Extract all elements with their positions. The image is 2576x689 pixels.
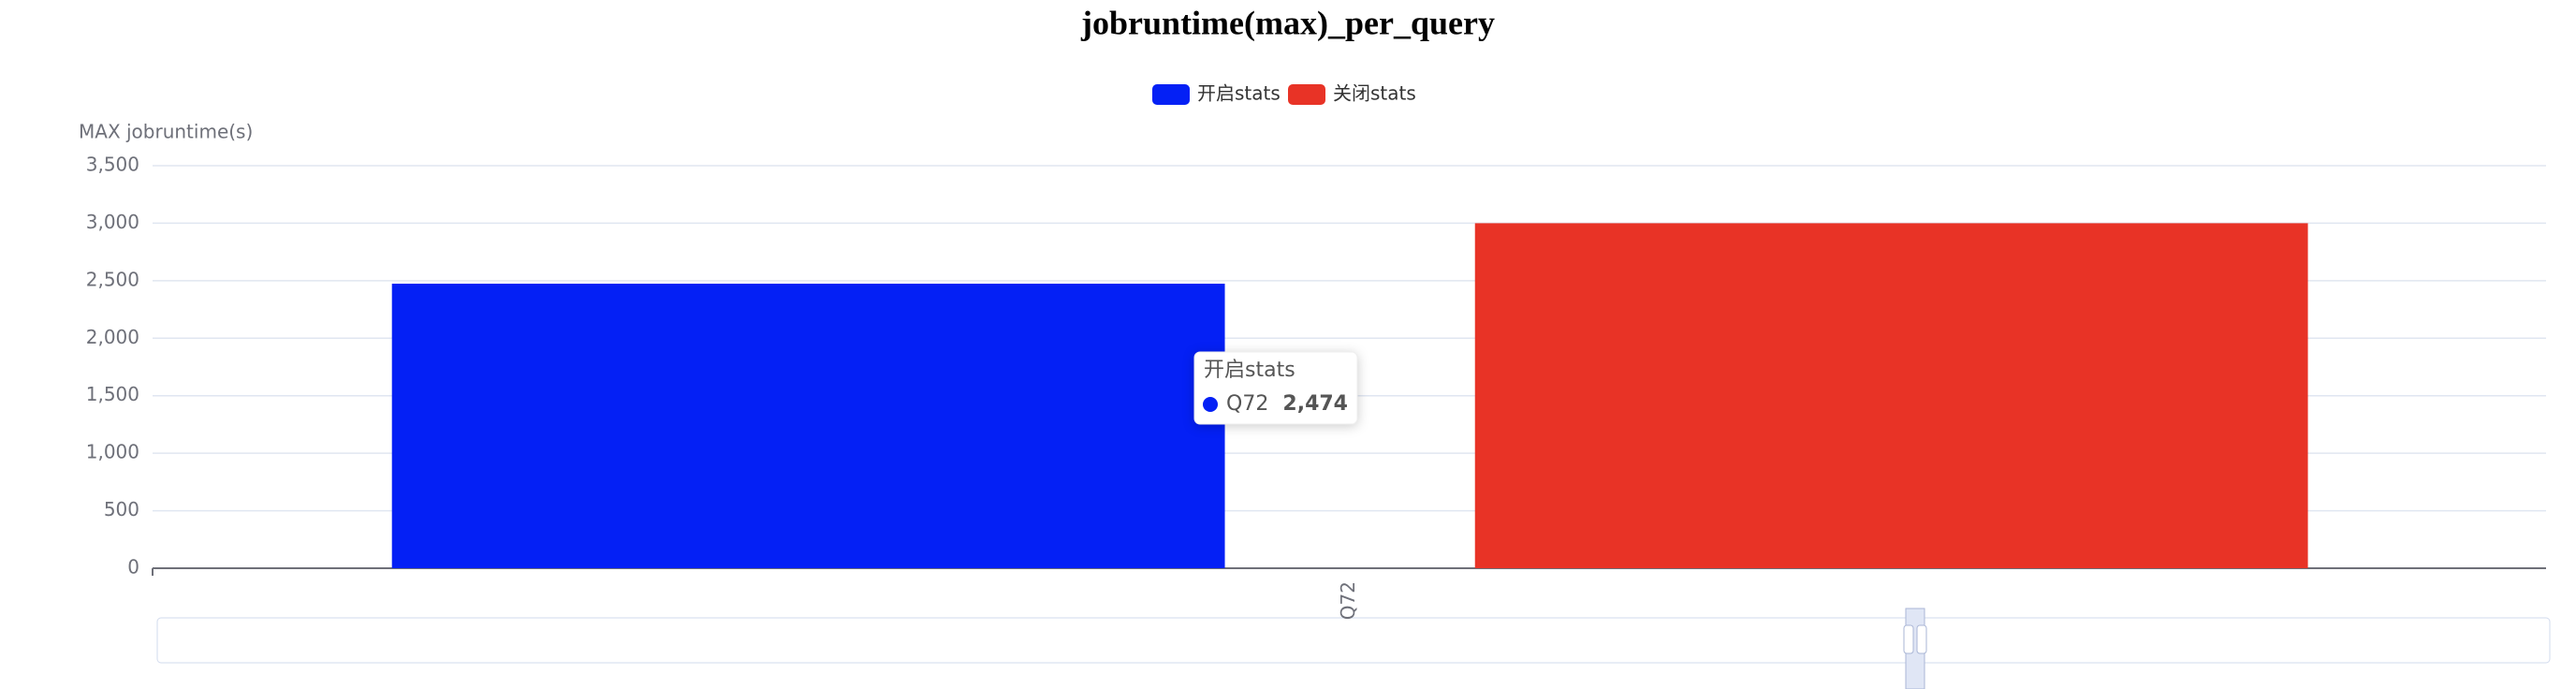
y-tick-label: 0 [127, 556, 139, 579]
y-tick-label: 500 [104, 498, 139, 520]
y-tick-label: 2,000 [86, 326, 139, 348]
y-tick-label: 1,500 [86, 383, 139, 405]
tooltip: 开启stats Q72 2,474 [1193, 351, 1358, 425]
data-zoom[interactable] [156, 608, 2551, 689]
legend-label: 关闭stats [1333, 82, 1416, 105]
zoom-handle-grip[interactable] [1916, 624, 1927, 654]
tooltip-category: Q72 [1226, 392, 1268, 416]
legend-label: 开启stats [1197, 82, 1281, 105]
bar [1474, 223, 2308, 568]
y-axis-label: MAX jobruntime(s) [79, 121, 253, 143]
y-tick-label: 3,500 [86, 154, 139, 176]
tooltip-value: 2,474 [1282, 392, 1348, 416]
zoom-handle-grip[interactable] [1903, 624, 1914, 654]
zoom-track [156, 617, 2551, 664]
legend-swatch [1288, 84, 1325, 105]
tooltip-title: 开启stats [1204, 359, 1295, 382]
y-tick-label: 3,000 [86, 211, 139, 233]
legend-swatch [1152, 84, 1190, 105]
tooltip-box [1193, 351, 1358, 425]
bar [391, 284, 1225, 568]
tooltip-dot [1203, 397, 1218, 412]
x-tick-label: Q72 [1337, 581, 1359, 620]
chart-title: jobruntime(max)_per_query [1080, 4, 1495, 41]
y-tick-label: 1,000 [86, 441, 139, 463]
y-tick-label: 2,500 [86, 268, 139, 290]
